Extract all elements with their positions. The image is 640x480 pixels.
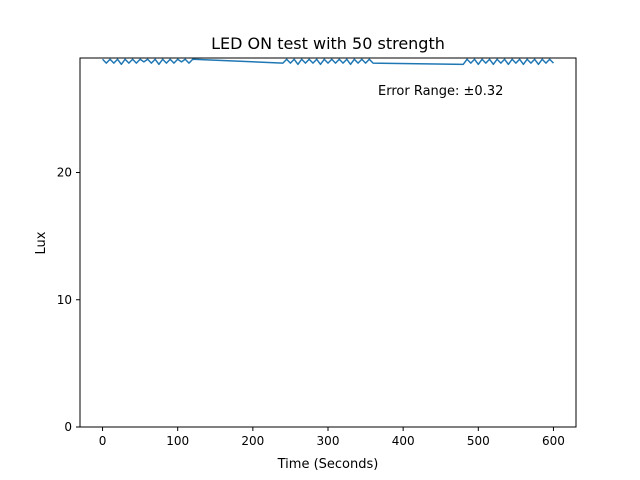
error-range-annotation: Error Range: ±0.32: [378, 84, 503, 99]
y-axis-label: Lux: [34, 231, 49, 254]
y-tick-label: 20: [57, 166, 72, 180]
chart-title: LED ON test with 50 strength: [211, 34, 445, 53]
series-layer: [102, 58, 554, 66]
series-line: [102, 58, 554, 66]
y-tick-label: 10: [57, 293, 72, 307]
y-axis: 0 10 20: [57, 166, 80, 434]
x-tick-label: 400: [392, 434, 415, 448]
x-tick-label: 500: [467, 434, 490, 448]
y-tick-label: 0: [64, 420, 72, 434]
x-tick-label: 200: [241, 434, 264, 448]
x-tick-label: 100: [166, 434, 189, 448]
x-tick-label: 0: [99, 434, 107, 448]
x-axis: 0 100 200 300 400 500 600: [99, 427, 565, 448]
plot-area: [79, 57, 577, 428]
x-tick-label: 300: [317, 434, 340, 448]
plot-frame: [79, 57, 577, 428]
x-axis-label: Time (Seconds): [277, 457, 379, 472]
x-tick-label: 600: [542, 434, 565, 448]
